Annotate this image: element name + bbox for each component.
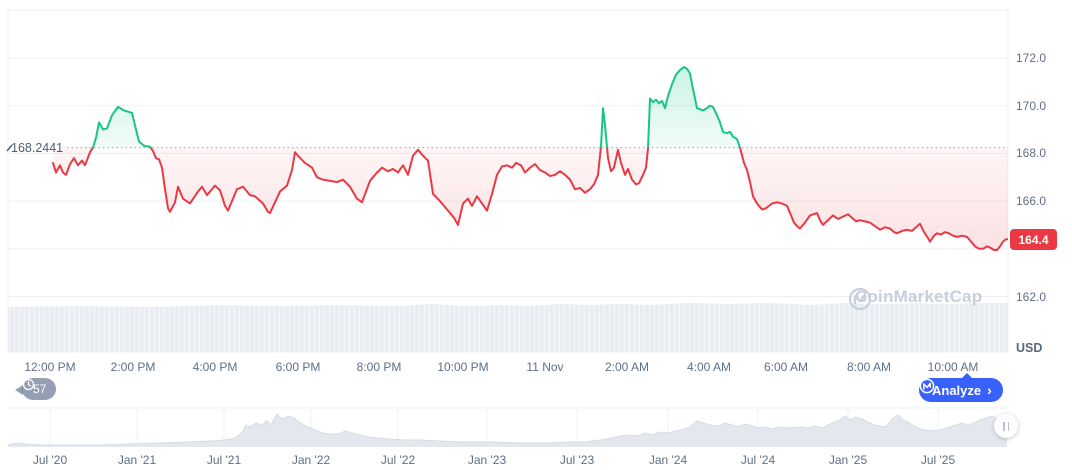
- navigator-tick-label: Jul '24: [740, 453, 776, 467]
- x-tick-label: 8:00 PM: [356, 360, 402, 374]
- navigator-tick-label: Jan '22: [291, 453, 331, 467]
- price-line-down: [52, 147, 1008, 251]
- x-tick-label: 2:00 PM: [110, 360, 156, 374]
- navigator-tick-label: Jan '25: [828, 453, 868, 467]
- navigator-tick-label: Jul '20: [32, 453, 68, 467]
- x-tick-label: 2:00 AM: [604, 360, 650, 374]
- watermark-text: CoinMarketCap: [855, 287, 983, 306]
- x-tick-label: 4:00 AM: [686, 360, 732, 374]
- navigator-tick-label: Jul '22: [380, 453, 416, 467]
- x-tick-label: 11 Nov: [526, 360, 564, 374]
- x-tick-label: 6:00 PM: [275, 360, 321, 374]
- navigator-tick-label: Jul '25: [920, 453, 956, 467]
- y-tick-label: 166.0: [1016, 194, 1047, 209]
- navigator-tick-label: Jul '21: [206, 453, 242, 467]
- x-tick-label: 8:00 AM: [846, 360, 892, 374]
- x-tick-label: 10:00 PM: [437, 360, 489, 374]
- history-count-value: 57: [33, 382, 47, 396]
- x-tick-label: 4:00 PM: [192, 360, 238, 374]
- y-tick-label: 168.0: [1016, 146, 1047, 161]
- chevron-right-icon: ›: [987, 382, 992, 398]
- y-tick-label: 170.0: [1016, 98, 1047, 113]
- volume-band: [8, 303, 1008, 352]
- analyze-button[interactable]: Analyze ›: [919, 373, 1003, 402]
- currency-label: USD: [1016, 341, 1043, 355]
- history-count-badge[interactable]: 57: [14, 378, 57, 400]
- price-line-up: [91, 66, 742, 148]
- y-tick-label: 172.0: [1016, 51, 1047, 65]
- analyze-button-label: Analyze: [932, 382, 982, 398]
- reference-axis-tick: [6, 144, 13, 152]
- navigator-range-selector[interactable]: [8, 408, 1008, 448]
- loss-area-fill: [53, 147, 1008, 250]
- navigator-tick-label: Jan '23: [467, 453, 507, 467]
- reference-price-label: 168.2441: [11, 141, 64, 155]
- coinmarketcap-watermark: CoinMarketCap: [848, 287, 983, 311]
- last-price-badge: 164.4: [1010, 229, 1057, 250]
- x-tick-label: 6:00 AM: [763, 360, 809, 374]
- navigator-tick-label: Jan '24: [648, 453, 688, 467]
- x-tick-label: 10:00 AM: [927, 360, 979, 374]
- navigator-tick-label: Jul '23: [559, 453, 595, 467]
- navigator-tick-label: Jan '21: [117, 453, 157, 467]
- x-tick-label: 12:00 PM: [24, 360, 76, 374]
- navigator-area-chart: [8, 414, 1007, 447]
- navigator-drag-handle[interactable]: [994, 414, 1018, 438]
- navigator-area-edge: [7, 413, 1008, 446]
- y-tick-label: 162.0: [1016, 289, 1047, 304]
